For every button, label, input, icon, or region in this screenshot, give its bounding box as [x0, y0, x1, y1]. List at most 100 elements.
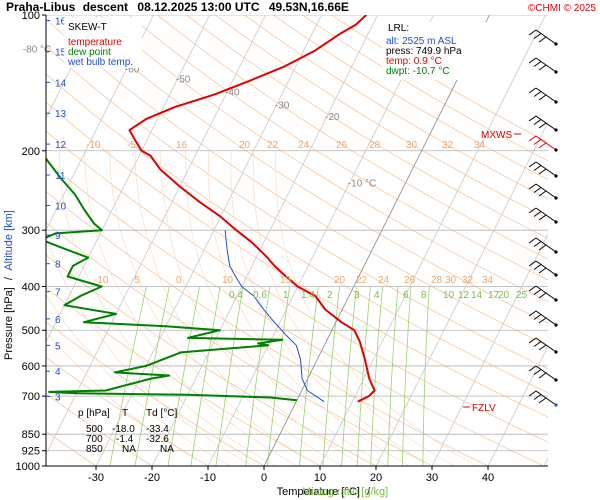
isotherm-line	[543, 457, 548, 466]
altitude-tick-label: 16	[55, 17, 67, 28]
altitude-tick-label: 5	[55, 341, 61, 352]
y-tick-label: 300	[22, 225, 40, 237]
mixing-ratio-label: 1.4	[301, 290, 315, 301]
table-cell: -32.6	[146, 434, 169, 445]
isotherm-line	[46, 15, 210, 343]
mxws-marker: MXWS	[481, 130, 512, 141]
altitude-tick-label: 13	[55, 109, 67, 120]
legend-title: SKEW-T	[68, 22, 107, 33]
altitude-tick-label: 10	[55, 201, 67, 212]
profile-curves	[46, 15, 376, 403]
isotherm-label: -80 °C	[23, 44, 51, 55]
mixing-ratio-label: 1	[283, 290, 289, 301]
isotherm-line	[151, 15, 378, 466]
mixing-ratio-label: 12	[458, 290, 470, 301]
lrl-box: LRL: alt: 2525 m ASL press: 749.9 hPa te…	[382, 22, 486, 80]
wind-barbs	[528, 29, 558, 407]
wind-barb	[528, 87, 558, 104]
data-table: p [hPa] T Td [°C] 500 -18.0 -33.4 700 -1…	[78, 408, 177, 455]
wind-barb	[528, 135, 558, 152]
isotherm-label: -60	[125, 64, 140, 75]
lrl-dewpoint: dwpt: -10.7 °C	[386, 66, 449, 77]
y-tick-label: 400	[22, 282, 40, 294]
theta-label: 28	[369, 140, 381, 151]
table-header-p: p [hPa]	[78, 408, 110, 419]
legend: SKEW-T temperature dew point wet bulb te…	[64, 18, 142, 68]
mixing-ratio-label: 6	[403, 290, 409, 301]
wind-barb	[528, 29, 558, 46]
mixing-ratio-label: 10	[443, 290, 455, 301]
theta-label: 32	[442, 140, 454, 151]
legend-dew-point: dew point	[68, 47, 111, 58]
theta-label: 24	[298, 140, 310, 151]
x-ticks: -30 -20 -10 0 10 20 30 40	[88, 466, 494, 484]
theta-label: 28	[431, 275, 443, 286]
x-tick-label: 40	[482, 472, 494, 484]
isotherm-label: -20	[325, 112, 340, 123]
dry-adiabat	[46, 73, 548, 394]
mixing-ratio-label: 25	[516, 290, 528, 301]
temperature-curve	[128, 15, 376, 403]
dry-adiabat	[244, 15, 548, 200]
isotherm-line	[375, 121, 548, 466]
isotherm-label: -50	[176, 74, 191, 85]
y-axis-label: Pressure [hPa] / Altitude [km]	[3, 210, 15, 360]
theta-label: -5	[131, 275, 140, 286]
y-tick-label: 600	[22, 361, 40, 373]
dry-adiabat	[46, 101, 548, 418]
x-axis-label-mixing: Mixing ratio [g/kg]	[302, 486, 388, 498]
theta-label: -5	[127, 140, 136, 151]
datetime-label: 08.12.2025 13:00 UTC	[137, 0, 259, 14]
wind-barb	[528, 115, 558, 132]
theta-label: 0	[176, 275, 182, 286]
x-tick-label: 20	[370, 472, 382, 484]
wind-barb	[528, 285, 558, 302]
y-tick-label: 850	[22, 429, 40, 441]
theta-label: 22	[356, 275, 368, 286]
wind-barb	[528, 237, 558, 254]
lrl-pressure: press: 749.9 hPa	[386, 46, 462, 57]
mixing-ratio-label: 20	[498, 290, 510, 301]
table-header-t: T	[122, 408, 128, 419]
dry-adiabat	[157, 15, 548, 260]
theta-label: 15	[280, 275, 292, 286]
isotherm-label: -40	[225, 88, 240, 99]
mode-label: descent	[83, 0, 128, 14]
y-tick-label: 700	[22, 391, 40, 403]
mixing-ratio-label: 4	[374, 290, 380, 301]
altitude-tick-label: 12	[55, 140, 67, 151]
table-cell: -33.4	[146, 424, 169, 435]
altitude-tick-label: 7	[55, 288, 61, 299]
x-tick-label: 0	[261, 472, 267, 484]
theta-label: -10	[94, 275, 109, 286]
dry-adiabat	[128, 15, 548, 281]
y-tick-label: 925	[22, 446, 40, 458]
wind-barb	[528, 183, 558, 200]
dry-adiabat	[99, 15, 548, 302]
isotherm-line	[319, 15, 546, 466]
theta-label: 34	[474, 140, 486, 151]
dry-adiabat	[46, 18, 548, 347]
y-ticks: 100 200 300 400 500 600 700 850 925 1000	[16, 10, 46, 473]
table-cell: 500	[86, 424, 103, 435]
plot-area	[46, 15, 548, 466]
grid-layer	[46, 15, 548, 466]
table-cell: NA	[160, 444, 174, 455]
altitude-tick-label: 8	[55, 260, 61, 271]
mixing-ratio-label: 17	[488, 290, 500, 301]
x-tick-label: -10	[200, 472, 216, 484]
theta-label: 10	[222, 275, 234, 286]
table-header-td: Td [°C]	[146, 408, 177, 419]
altitude-ticks: 16 15 14 13 12 11 10 9 8 7 6 5 4 3	[46, 17, 67, 403]
copyright: ©CHMI © 2025	[528, 3, 597, 14]
wind-barb	[528, 365, 558, 382]
theta-label: 20	[239, 140, 251, 151]
isotherm-line	[431, 233, 548, 466]
wind-barb	[528, 337, 558, 354]
isotherm-line	[487, 345, 548, 466]
isotherm-line	[207, 15, 434, 466]
lrl-title: LRL:	[388, 23, 409, 34]
legend-temperature: temperature	[68, 37, 122, 48]
fzlv-marker: FZLV	[472, 403, 496, 414]
wind-barb	[528, 310, 558, 327]
